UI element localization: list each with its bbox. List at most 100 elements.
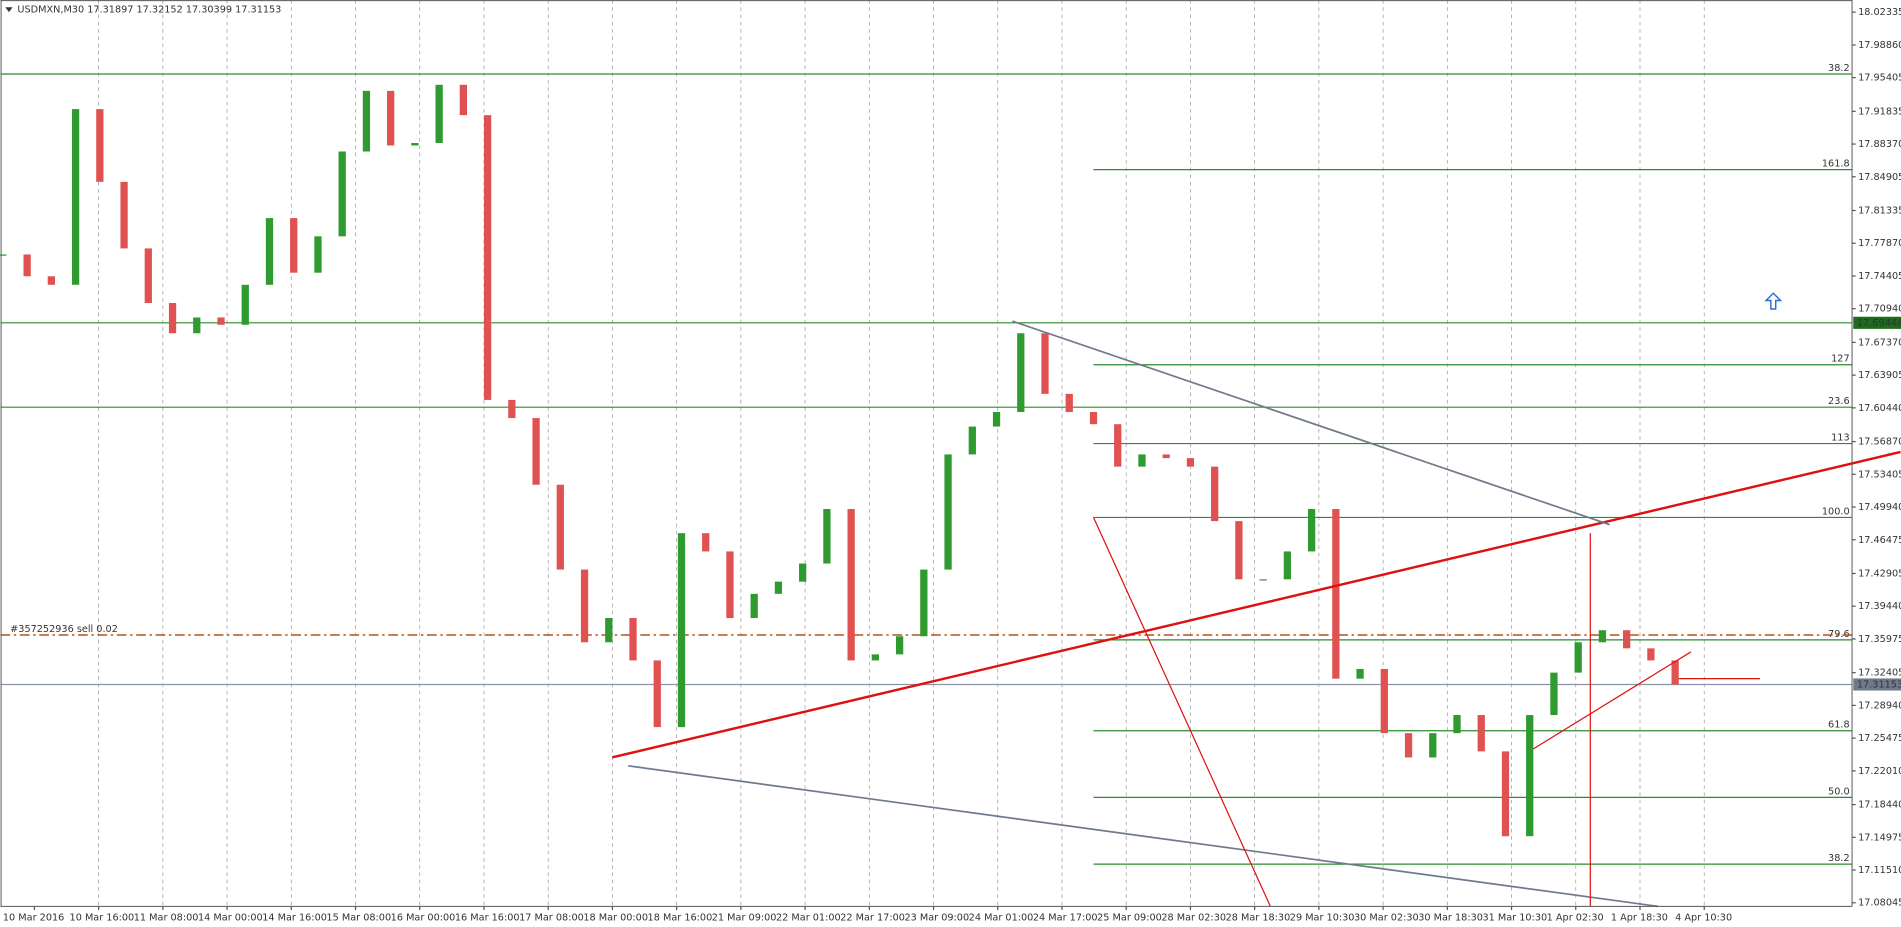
trend-line <box>1533 651 1692 750</box>
candle <box>0 254 7 256</box>
candle <box>120 181 128 249</box>
y-tick-label: 17.11510 <box>1858 865 1901 876</box>
candle <box>1477 715 1485 752</box>
candle <box>459 84 468 116</box>
candle <box>580 569 589 643</box>
level-label: 38.2 <box>1828 63 1850 74</box>
candle <box>1453 715 1461 734</box>
y-tick-label: 17.60440 <box>1858 403 1901 414</box>
candle <box>508 399 516 419</box>
candle <box>895 636 904 655</box>
candle <box>338 151 346 237</box>
y-tick-label: 17.18440 <box>1858 800 1901 811</box>
candle <box>1526 715 1534 837</box>
x-tick-label: 28 Mar 18:30 <box>1226 912 1291 923</box>
trend-line <box>1012 320 1610 526</box>
y-tick-label: 17.84905 <box>1858 172 1901 183</box>
x-tick-label: 14 Mar 00:00 <box>198 912 263 923</box>
candle <box>71 109 80 285</box>
candle <box>265 218 274 285</box>
candle <box>1404 733 1413 758</box>
candle <box>992 412 1001 427</box>
x-tick-label: 18 Mar 00:00 <box>583 912 648 923</box>
candle <box>532 418 540 485</box>
candle <box>1089 412 1098 425</box>
candle <box>23 254 31 277</box>
axes: 18.02335 17.98860 17.95405 17.91835 17.88370… <box>3 7 1901 923</box>
fibo-label: 161.8 <box>1822 159 1850 170</box>
candle <box>1623 630 1631 649</box>
candle <box>1259 579 1267 581</box>
x-tick-label: 15 Mar 08:00 <box>326 912 391 923</box>
x-tick-label: 30 Mar 18:30 <box>1418 912 1483 923</box>
trend-line <box>1092 517 1271 907</box>
y-tick-label: 17.08045 <box>1858 898 1901 909</box>
candle <box>1356 668 1364 679</box>
candle <box>1647 648 1655 661</box>
candle <box>1671 660 1679 685</box>
candle <box>1380 668 1388 734</box>
trend-line <box>628 764 1659 908</box>
y-tick-label: 17.77870 <box>1858 238 1901 249</box>
candle <box>629 618 637 661</box>
candle <box>1598 630 1607 643</box>
order-label: #357252936 sell 0.02 <box>10 624 118 635</box>
trend-lines <box>612 320 1901 908</box>
candle <box>96 109 104 182</box>
chart-title: USDMXN,M30 17.31897 17.32152 17.30399 17… <box>17 5 281 16</box>
menu-icon[interactable] <box>5 7 13 13</box>
candle <box>1283 551 1292 580</box>
y-tick-label: 17.35975 <box>1858 634 1901 645</box>
candle <box>1017 333 1025 413</box>
fibo-label: 79.6 <box>1828 629 1850 640</box>
x-tick-label: 22 Mar 17:00 <box>840 912 905 923</box>
y-tick-label: 17.25475 <box>1858 733 1901 744</box>
candle <box>47 276 56 285</box>
candle <box>1162 454 1170 459</box>
candle <box>556 484 564 570</box>
x-tick-label: 10 Mar 16:00 <box>70 912 135 923</box>
y-tick-label: 17.81335 <box>1858 205 1901 216</box>
candle <box>1574 642 1582 673</box>
candle <box>726 551 734 619</box>
y-tick-label: 17.32405 <box>1858 668 1901 679</box>
candle <box>362 90 371 152</box>
candle <box>920 569 928 637</box>
candle <box>1211 466 1219 522</box>
candle <box>314 236 322 273</box>
level-label: 23.6 <box>1828 396 1850 407</box>
x-tick-label: 16 Mar 00:00 <box>391 912 456 923</box>
candle <box>823 509 831 564</box>
candle <box>605 618 613 643</box>
y-tick-label: 17.53405 <box>1858 469 1901 480</box>
x-tick-label: 24 Mar 01:00 <box>969 912 1034 923</box>
price-tag <box>1853 678 1901 691</box>
x-tick-label: 22 Mar 01:00 <box>776 912 841 923</box>
candle <box>1307 509 1316 552</box>
x-tick-label: 11 Mar 08:00 <box>134 912 199 923</box>
y-tick-label: 17.28940 <box>1858 700 1901 711</box>
fibo-label: 127 <box>1831 354 1850 365</box>
x-tick-label: 18 Mar 16:00 <box>648 912 713 923</box>
y-tick-label: 17.70940 <box>1858 304 1901 315</box>
candle <box>144 248 152 304</box>
y-tick-label: 17.42905 <box>1858 568 1901 579</box>
price-tag-label: 17.31153 <box>1857 679 1901 690</box>
candle <box>290 218 298 273</box>
candle <box>702 533 710 552</box>
candle <box>1041 333 1049 394</box>
candle <box>1501 751 1510 837</box>
arrow-icon <box>1764 292 1783 310</box>
y-tick-label: 17.39440 <box>1858 601 1901 612</box>
y-tick-label: 17.22010 <box>1858 766 1901 777</box>
x-tick-label: 1 Apr 18:30 <box>1611 912 1668 923</box>
y-tick-label: 17.56870 <box>1858 437 1901 448</box>
price-tag <box>1853 316 1901 329</box>
x-tick-label: 4 Apr 10:30 <box>1675 912 1732 923</box>
fibo-label: 61.8 <box>1828 720 1850 731</box>
x-tick-label: 10 Mar 2016 <box>3 912 64 923</box>
y-tick-label: 17.46475 <box>1858 535 1901 546</box>
candle <box>241 284 249 325</box>
candle <box>411 143 419 146</box>
